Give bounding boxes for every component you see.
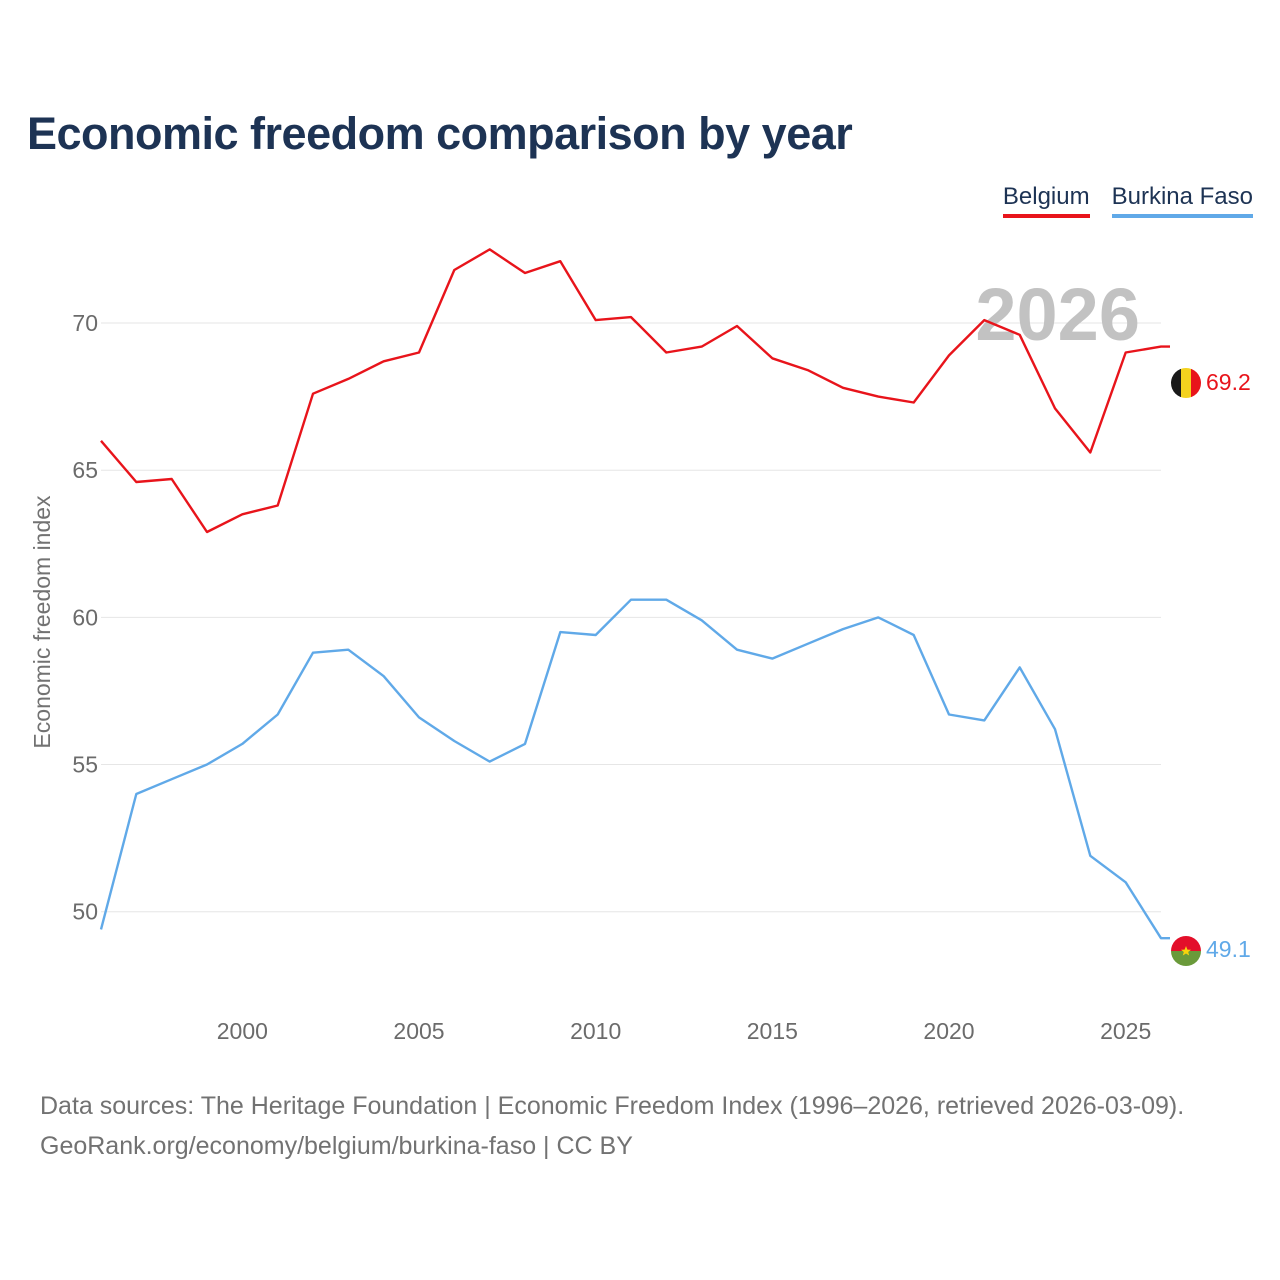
x-tick-label: 2025 <box>1100 1018 1151 1044</box>
legend-item-belgium[interactable]: Belgium <box>1002 183 1090 218</box>
data-source-text: Data sources: The Heritage Foundation | … <box>40 1092 1185 1120</box>
belgium-flag-icon <box>1171 368 1201 398</box>
x-tick-label: 2020 <box>923 1018 974 1044</box>
y-tick-label: 55 <box>72 752 98 778</box>
x-tick-label: 2000 <box>217 1018 268 1044</box>
attribution-text: GeoRank.org/economy/belgium/burkina-faso… <box>40 1132 633 1160</box>
x-tick-label: 2005 <box>393 1018 444 1044</box>
x-tick-label: 2010 <box>570 1018 621 1044</box>
y-tick-label: 65 <box>72 457 98 483</box>
footer: Data sources: The Heritage Foundation | … <box>40 1086 1184 1166</box>
y-tick-label: 50 <box>72 899 98 925</box>
legend: Belgium Burkina Faso <box>1002 183 1253 218</box>
chart-title: Economic freedom comparison by year <box>27 108 853 159</box>
year-label: 2026 <box>975 273 1140 356</box>
series-line-belgium <box>100 248 1170 534</box>
series-line-burkina-faso <box>99 598 1170 940</box>
burkina-faso-flag-icon <box>1171 936 1201 966</box>
x-tick-label: 2015 <box>747 1018 798 1044</box>
y-axis-label: Economic freedom index <box>29 495 55 749</box>
y-tick-label: 60 <box>72 604 98 630</box>
y-tick-label: 70 <box>72 310 98 336</box>
end-label-burkina-faso: 49.1 <box>1206 936 1251 962</box>
legend-item-burkina-faso[interactable]: Burkina Faso <box>1111 183 1253 218</box>
end-label-belgium: 69.2 <box>1206 369 1251 395</box>
